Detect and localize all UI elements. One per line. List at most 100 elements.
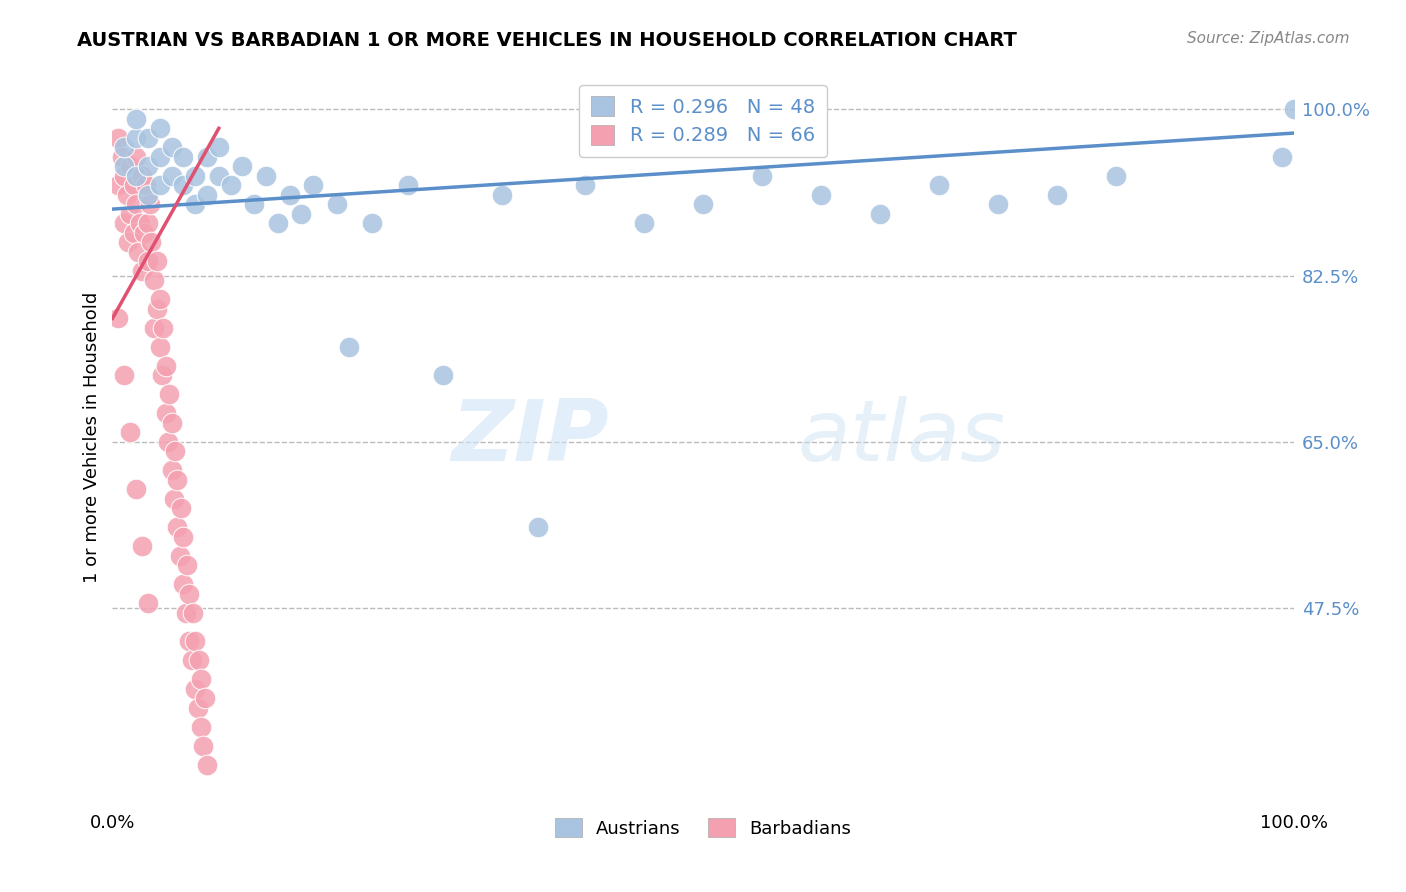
Point xyxy=(195,150,218,164)
Point xyxy=(186,701,208,715)
Point xyxy=(190,720,212,734)
Point xyxy=(1282,103,1305,117)
Point xyxy=(432,368,454,383)
Point xyxy=(146,301,169,316)
Point xyxy=(142,273,165,287)
Point xyxy=(125,197,148,211)
Point xyxy=(149,178,172,193)
Point xyxy=(149,293,172,307)
Point xyxy=(180,653,202,667)
Point xyxy=(125,483,148,497)
Point xyxy=(193,739,215,753)
Text: atlas: atlas xyxy=(797,395,1005,479)
Point xyxy=(166,473,188,487)
Point xyxy=(267,216,290,230)
Point xyxy=(243,197,266,211)
Point xyxy=(150,368,173,383)
Point xyxy=(160,463,183,477)
Point xyxy=(172,178,194,193)
Point xyxy=(125,169,148,183)
Y-axis label: 1 or more Vehicles in Household: 1 or more Vehicles in Household xyxy=(83,292,101,582)
Point xyxy=(120,425,142,440)
Point xyxy=(692,197,714,211)
Point xyxy=(208,169,231,183)
Point xyxy=(156,434,179,449)
Point xyxy=(112,140,135,154)
Point xyxy=(136,131,159,145)
Point xyxy=(112,216,135,230)
Point xyxy=(139,197,162,211)
Point xyxy=(136,254,159,268)
Point xyxy=(131,264,153,278)
Point xyxy=(136,187,159,202)
Point xyxy=(928,178,950,193)
Text: AUSTRIAN VS BARBADIAN 1 OR MORE VEHICLES IN HOUSEHOLD CORRELATION CHART: AUSTRIAN VS BARBADIAN 1 OR MORE VEHICLES… xyxy=(77,31,1017,50)
Point xyxy=(107,178,129,193)
Point xyxy=(149,121,172,136)
Point xyxy=(869,207,891,221)
Point xyxy=(1105,169,1128,183)
Point xyxy=(231,159,253,173)
Point xyxy=(131,169,153,183)
Point xyxy=(149,150,172,164)
Text: ZIP: ZIP xyxy=(451,395,609,479)
Point xyxy=(326,197,349,211)
Point xyxy=(184,634,207,648)
Point xyxy=(179,634,201,648)
Point xyxy=(810,187,832,202)
Point xyxy=(195,187,218,202)
Point xyxy=(181,606,204,620)
Point xyxy=(107,311,129,326)
Point xyxy=(574,178,596,193)
Point xyxy=(987,197,1010,211)
Point xyxy=(122,178,145,193)
Point xyxy=(176,558,198,573)
Point xyxy=(526,520,548,534)
Point xyxy=(157,387,180,401)
Point xyxy=(122,226,145,240)
Point xyxy=(170,501,193,516)
Point xyxy=(141,235,163,250)
Point xyxy=(111,150,134,164)
Point xyxy=(302,178,325,193)
Point xyxy=(166,520,188,534)
Point xyxy=(107,131,129,145)
Point xyxy=(120,207,142,221)
Point xyxy=(135,178,157,193)
Legend: Austrians, Barbadians: Austrians, Barbadians xyxy=(547,811,859,845)
Point xyxy=(208,140,231,154)
Point xyxy=(172,150,194,164)
Point xyxy=(254,169,277,183)
Point xyxy=(169,549,191,563)
Point xyxy=(115,187,138,202)
Point xyxy=(184,197,207,211)
Point xyxy=(120,159,142,173)
Point xyxy=(163,491,186,506)
Point xyxy=(125,150,148,164)
Point xyxy=(136,216,159,230)
Point xyxy=(184,681,207,696)
Point xyxy=(1046,187,1069,202)
Point xyxy=(396,178,419,193)
Point xyxy=(125,131,148,145)
Point xyxy=(112,159,135,173)
Point xyxy=(278,187,301,202)
Point xyxy=(172,577,194,591)
Point xyxy=(125,112,148,126)
Point xyxy=(155,406,177,420)
Point xyxy=(194,691,217,706)
Point xyxy=(146,254,169,268)
Point xyxy=(112,368,135,383)
Point xyxy=(184,169,207,183)
Text: Source: ZipAtlas.com: Source: ZipAtlas.com xyxy=(1187,31,1350,46)
Point xyxy=(172,530,194,544)
Point xyxy=(491,187,513,202)
Point xyxy=(219,178,242,193)
Point xyxy=(142,321,165,335)
Point xyxy=(361,216,384,230)
Point xyxy=(134,226,156,240)
Point xyxy=(195,757,218,772)
Point xyxy=(179,587,201,601)
Point xyxy=(136,159,159,173)
Point xyxy=(187,653,209,667)
